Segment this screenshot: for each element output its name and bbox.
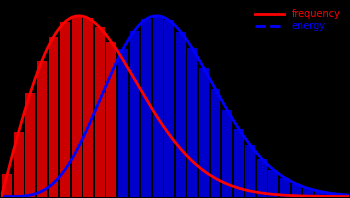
Bar [234,129,244,197]
Bar [118,49,128,197]
Bar [141,19,151,197]
Bar [315,191,324,197]
Bar [234,129,244,197]
Bar [222,110,232,197]
Bar [2,174,12,197]
Bar [303,188,313,197]
Bar [245,145,255,197]
Bar [141,19,151,197]
Bar [257,159,267,197]
Bar [60,22,70,197]
Bar [222,110,232,197]
Bar [72,16,82,197]
Bar [95,100,105,197]
Bar [315,196,324,197]
Bar [292,184,301,197]
Bar [280,195,290,197]
Bar [338,195,348,197]
Bar [245,145,255,197]
Bar [303,188,313,197]
Bar [257,193,267,197]
Bar [280,178,290,197]
Bar [49,183,58,197]
Bar [37,61,47,197]
Bar [164,20,174,197]
Bar [245,191,255,197]
Bar [199,171,209,197]
Bar [188,49,197,197]
Bar [303,196,313,197]
Bar [130,30,139,197]
Bar [130,79,139,197]
Bar [222,184,232,197]
Bar [292,184,301,197]
Bar [95,27,105,197]
Bar [60,169,70,197]
Bar [14,131,24,197]
Bar [118,60,128,197]
Bar [315,191,324,197]
Bar [257,159,267,197]
Bar [106,42,116,197]
Bar [153,16,162,197]
Bar [176,32,186,197]
Bar [211,89,220,197]
Bar [268,194,278,197]
Bar [72,150,82,197]
Bar [292,196,301,197]
Bar [14,196,24,197]
Bar [211,178,220,197]
Legend: frequency, energy: frequency, energy [252,6,344,34]
Bar [153,118,162,197]
Bar [130,30,139,197]
Bar [280,178,290,197]
Bar [141,99,151,197]
Bar [49,37,58,197]
Bar [326,193,336,197]
Bar [188,161,197,197]
Bar [83,127,93,197]
Bar [268,170,278,197]
Bar [26,93,35,197]
Bar [164,134,174,197]
Bar [37,191,47,197]
Bar [106,73,116,197]
Bar [199,68,209,197]
Bar [176,149,186,197]
Bar [234,188,244,197]
Bar [188,49,197,197]
Bar [164,20,174,197]
Bar [176,32,186,197]
Bar [199,68,209,197]
Bar [26,195,35,197]
Bar [211,89,220,197]
Bar [118,49,128,197]
Bar [338,195,348,197]
Bar [153,16,162,197]
Bar [326,193,336,197]
Bar [268,170,278,197]
Bar [83,18,93,197]
